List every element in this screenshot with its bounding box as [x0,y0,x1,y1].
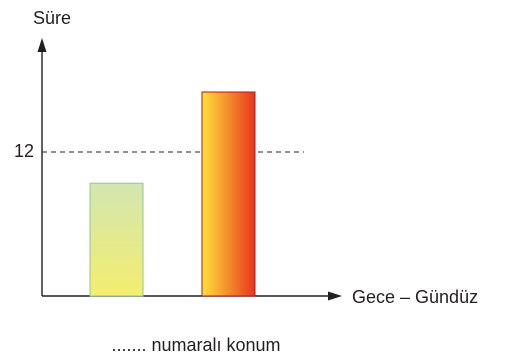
reference-line-label: 12 [14,141,34,161]
y-axis-label: Süre [33,8,71,28]
chart-caption: ....... numaralı konum [111,335,280,353]
x-axis-arrowhead [328,291,342,301]
x-axis-label: Gece – Gündüz [352,287,478,307]
bar-2 [201,91,256,297]
bar-1 [89,182,144,297]
y-axis-arrowhead [37,38,47,52]
